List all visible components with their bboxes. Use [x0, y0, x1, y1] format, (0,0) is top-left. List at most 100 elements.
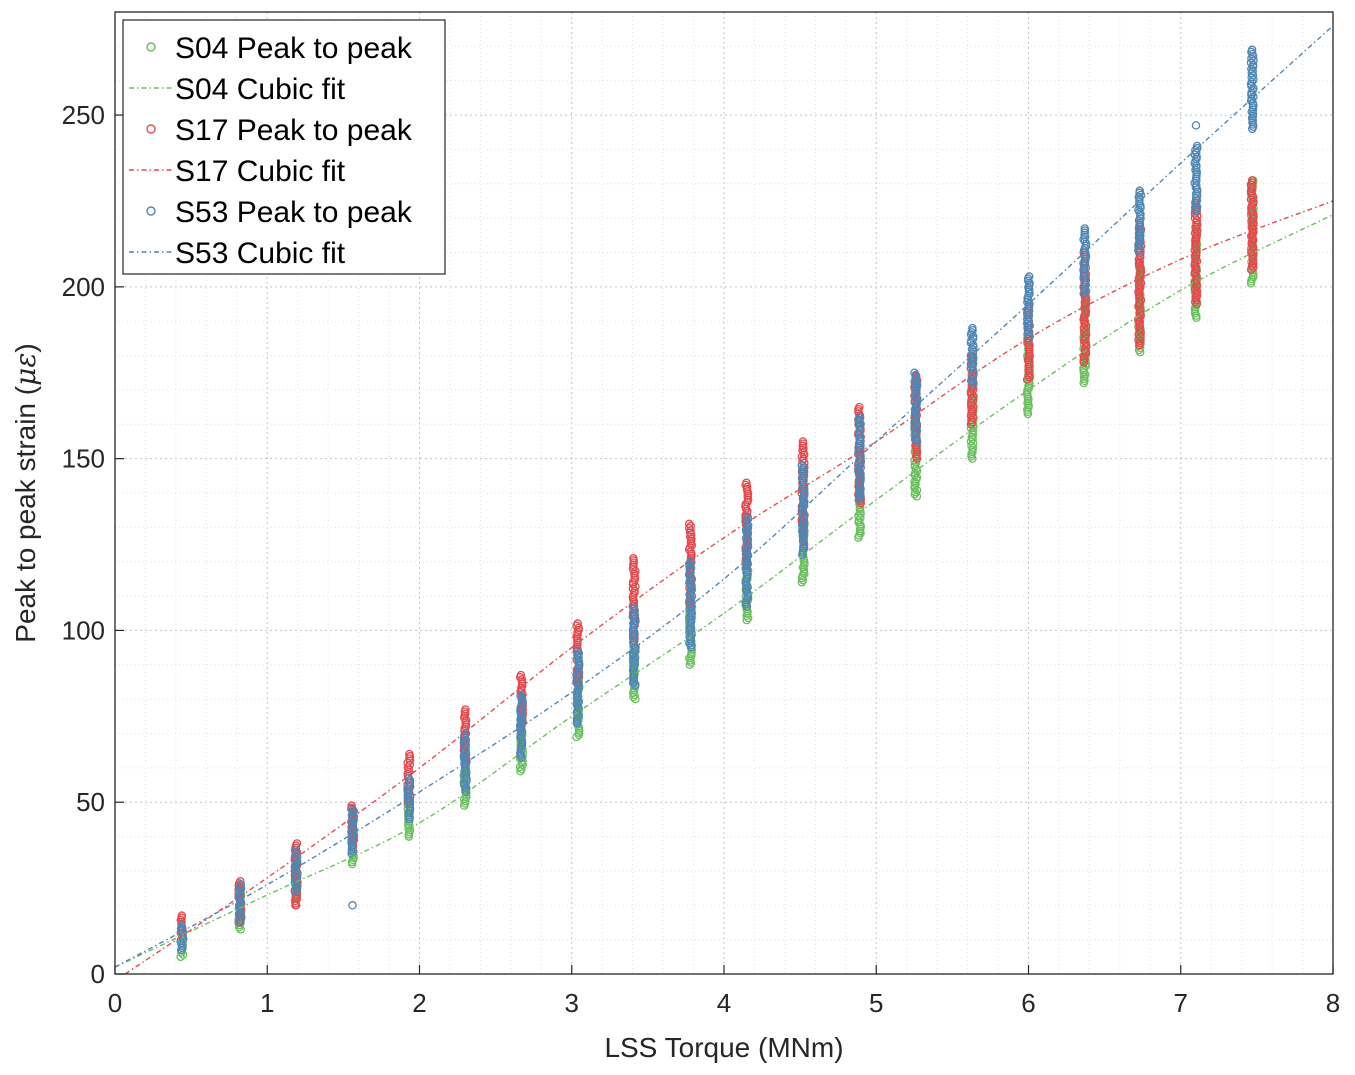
scatter-point: [177, 911, 187, 920]
scatter-point: [912, 420, 922, 429]
scatter-point: [966, 387, 976, 397]
scatter-point: [967, 344, 977, 354]
scatter-point: [742, 482, 752, 492]
scatter-point: [684, 519, 694, 529]
scatter-point: [967, 405, 976, 414]
scatter-point: [968, 323, 977, 333]
scatter-point: [968, 359, 978, 369]
scatter-point: [347, 804, 356, 814]
scatter-point: [798, 469, 808, 479]
scatter-point: [741, 525, 751, 535]
scatter-point: [969, 413, 978, 423]
scatter-point: [1190, 284, 1200, 294]
scatter-point: [966, 336, 976, 346]
scatter-point: [1024, 310, 1034, 320]
scatter-point: [968, 378, 978, 388]
scatter-point: [1192, 248, 1201, 257]
scatter-point: [686, 521, 695, 531]
x-tick-label: 2: [412, 988, 426, 1018]
scatter-point: [1135, 186, 1144, 195]
scatter-point: [1192, 271, 1201, 281]
scatter-point: [461, 783, 471, 792]
scatter-point: [855, 402, 864, 412]
scatter-point: [461, 705, 470, 714]
scatter-point: [574, 623, 583, 633]
scatter-point: [629, 661, 638, 671]
scatter-point: [1192, 161, 1201, 170]
scatter-point: [630, 653, 640, 662]
scatter-point: [1249, 56, 1258, 65]
scatter-point: [743, 613, 753, 623]
scatter-point: [967, 394, 977, 403]
scatter-point: [628, 584, 638, 593]
data-marks: [115, 25, 1333, 974]
scatter-point: [236, 911, 246, 921]
scatter-point: [969, 392, 978, 401]
scatter-point: [968, 332, 978, 341]
scatter-point: [348, 819, 358, 829]
scatter-point: [912, 426, 922, 435]
scatter-point: [910, 417, 919, 427]
legend-marker: [146, 124, 156, 134]
y-tick-label: 50: [76, 787, 105, 817]
scatter-point: [856, 450, 865, 459]
scatter-point: [800, 488, 809, 498]
scatter-point: [572, 672, 582, 681]
y-axis-title: Peak to peak strain (με): [9, 343, 42, 642]
legend-marker: [146, 206, 156, 216]
scatter-point: [177, 921, 186, 931]
scatter-point: [910, 468, 920, 478]
scatter-point: [967, 415, 976, 425]
scatter-point: [1134, 205, 1143, 215]
scatter-point: [1080, 224, 1089, 233]
scatter-point: [855, 413, 864, 422]
scatter-point: [347, 801, 356, 810]
scatter-point: [573, 646, 583, 656]
scatter-point: [910, 396, 920, 405]
scatter-point: [854, 465, 863, 474]
scatter-point: [969, 402, 978, 412]
scatter-point: [1190, 228, 1200, 238]
scatter-point: [1136, 328, 1146, 337]
scatter-point: [797, 461, 807, 470]
scatter-point: [572, 699, 581, 709]
scatter-point: [1248, 98, 1258, 108]
x-tick-label: 8: [1326, 988, 1340, 1018]
scatter-point: [1249, 197, 1258, 206]
scatter-point: [629, 554, 638, 563]
scatter-point: [911, 487, 920, 497]
scatter-point: [743, 512, 752, 522]
legend-label: S53 Cubic fit: [175, 237, 346, 270]
scatter-point: [1136, 278, 1146, 288]
scatter-point: [685, 593, 695, 603]
scatter-point: [1247, 45, 1257, 55]
x-tick-label: 1: [260, 988, 274, 1018]
scatter-point: [1025, 358, 1034, 367]
scatter-point: [968, 340, 978, 350]
scatter-point: [628, 608, 638, 618]
scatter-point: [910, 477, 919, 486]
fit-line-s04: [115, 214, 1333, 968]
scatter-point: [1136, 226, 1145, 236]
y-tick-label: 250: [62, 100, 105, 130]
scatter-point: [799, 529, 808, 538]
legend-label: S17 Peak to peak: [175, 114, 413, 147]
grid: [114, 11, 1334, 975]
scatter-point: [516, 670, 526, 680]
scatter-point: [1247, 94, 1256, 104]
scatter-point: [798, 437, 808, 446]
scatter-point: [291, 846, 301, 855]
scatter-point: [1024, 332, 1034, 341]
scatter-point: [743, 536, 752, 545]
legend-label: S04 Peak to peak: [175, 32, 413, 65]
scatter-point: [236, 880, 246, 889]
scatter-point: [799, 522, 808, 532]
scatter-point: [1025, 272, 1034, 281]
scatter-point: [799, 463, 808, 472]
scatter-point: [912, 398, 922, 408]
x-tick-label: 3: [565, 988, 579, 1018]
scatter-point: [459, 737, 469, 747]
scatter-point: [911, 458, 921, 467]
y-tick-label: 200: [62, 272, 105, 302]
